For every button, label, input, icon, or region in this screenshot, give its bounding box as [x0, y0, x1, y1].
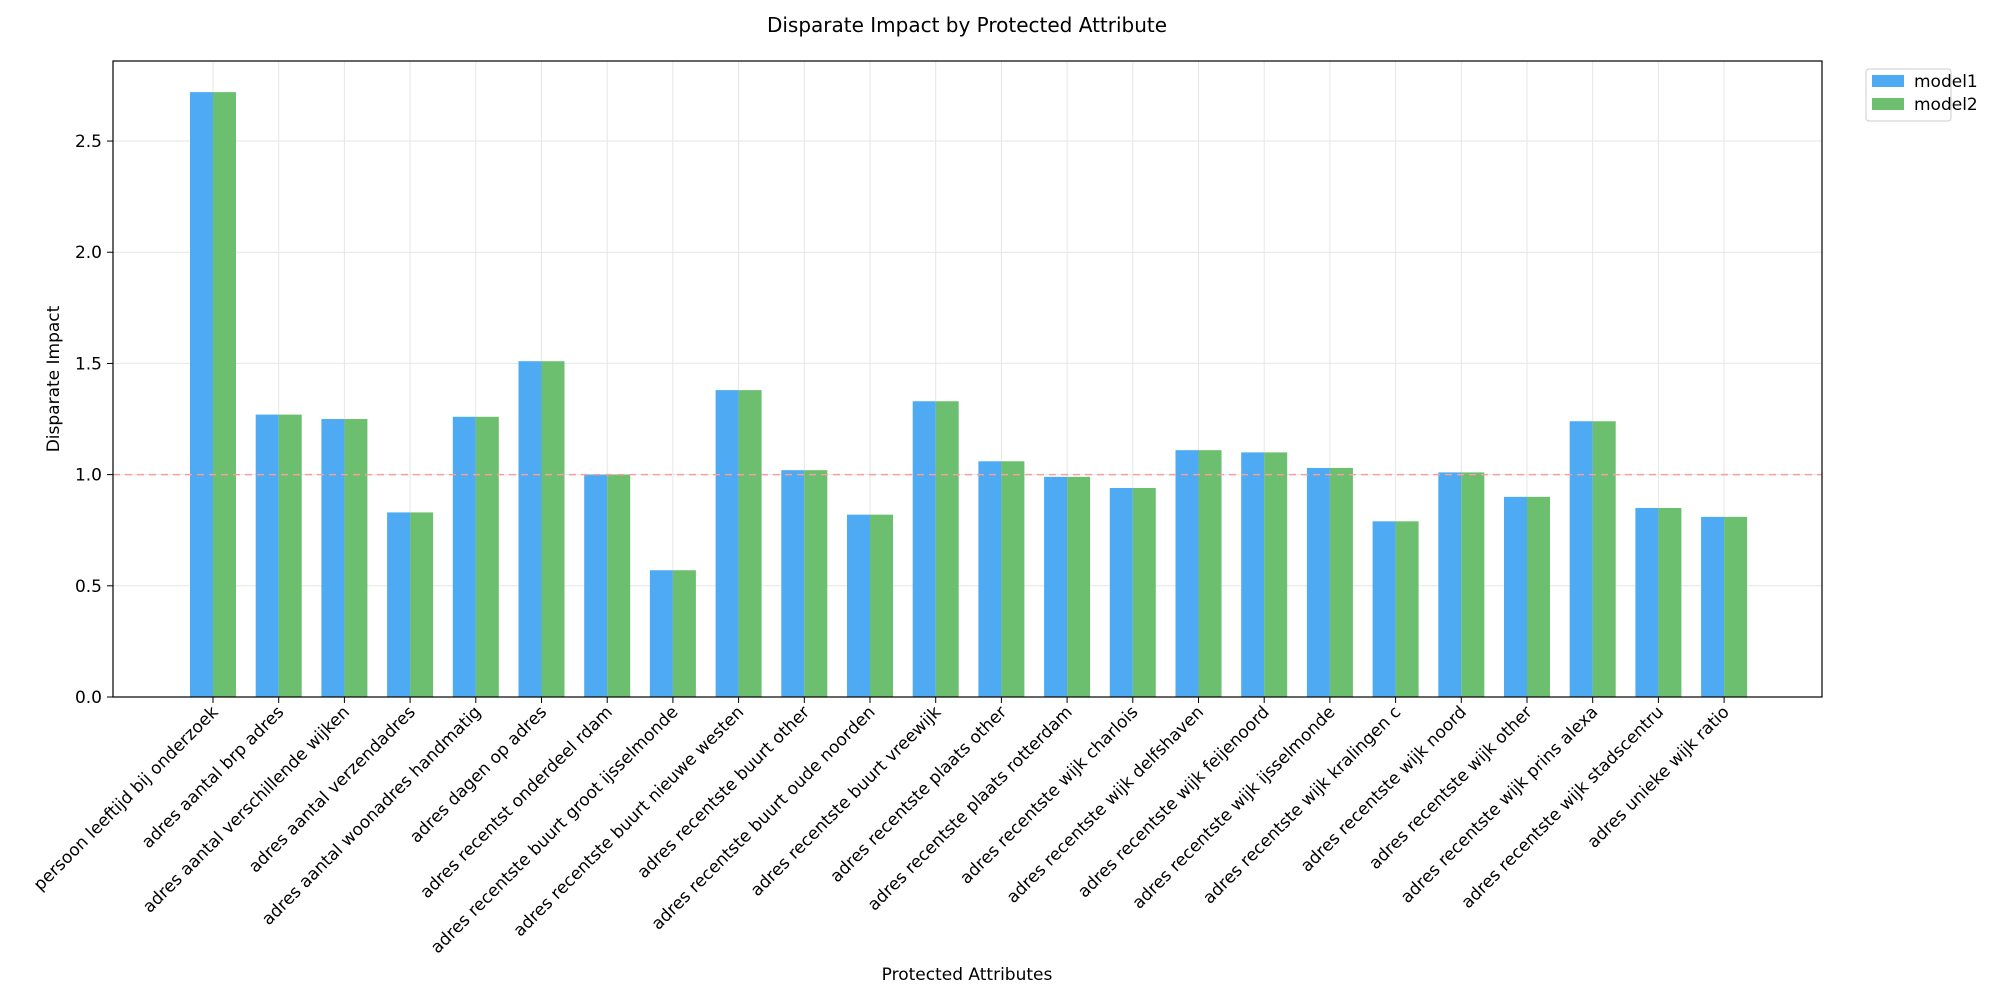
- x-axis-title: Protected Attributes: [882, 965, 1053, 985]
- bar-model2: [1658, 507, 1682, 697]
- bar-model2: [935, 401, 959, 697]
- bar-model2: [475, 416, 499, 697]
- bar-model1: [1241, 452, 1265, 697]
- y-tick-label: 0.0: [75, 688, 102, 708]
- bar-model1: [1109, 487, 1133, 697]
- bar-model1: [978, 461, 1002, 697]
- bar-model1: [1635, 507, 1659, 697]
- bar-model2: [1527, 496, 1550, 697]
- bar-model1: [1306, 467, 1330, 697]
- bar-model2: [344, 419, 368, 697]
- bar-model1: [1504, 496, 1527, 697]
- y-tick-label: 2.5: [75, 132, 102, 152]
- bar-model1: [255, 414, 279, 697]
- bar-model2: [213, 92, 236, 697]
- y-axis-title: Disparate Impact: [44, 305, 64, 452]
- bar-model2: [607, 474, 631, 697]
- x-tick-label: adres recentste buurt groot ijsselmonde: [427, 702, 682, 957]
- bar-model1: [190, 92, 213, 697]
- bar-model1: [715, 390, 739, 697]
- bar-model1: [452, 416, 476, 697]
- bar-model1: [387, 512, 411, 697]
- grid: [113, 61, 1822, 698]
- bar-model1: [649, 570, 673, 697]
- legend-swatch-model2: [1872, 98, 1904, 110]
- bar-model2: [804, 470, 828, 697]
- bar-model2: [1264, 452, 1288, 697]
- bar-model1: [1175, 450, 1199, 697]
- bar-model2: [738, 390, 762, 697]
- bar-model2: [1198, 450, 1222, 697]
- y-tick-label: 1.5: [75, 354, 102, 374]
- bar-model2: [870, 514, 893, 697]
- bar-model1: [1569, 421, 1593, 697]
- bar-model2: [1592, 421, 1616, 697]
- bar-model2: [541, 361, 565, 697]
- bar-model2: [672, 570, 696, 697]
- bar-model1: [321, 419, 345, 697]
- x-tick-label: adres recentste buurt nieuwe westen: [510, 702, 748, 940]
- legend-label-model2: model2: [1914, 95, 1978, 115]
- bar-model2: [1395, 521, 1419, 697]
- bar-model1: [912, 401, 936, 697]
- legend: model1 model2: [1865, 68, 1978, 122]
- bar-model2: [410, 512, 434, 697]
- bar-model1: [781, 470, 805, 697]
- bar-model2: [278, 414, 302, 697]
- bar-model1: [518, 361, 542, 697]
- bar-model2: [1461, 472, 1485, 697]
- y-axis: 0.0 0.5 1.0 1.5 2.0 2.5: [75, 132, 113, 708]
- bar-model1: [584, 474, 608, 697]
- bar-model1: [1438, 472, 1462, 697]
- bar-model1: [1044, 476, 1068, 697]
- bar-model1: [1372, 521, 1396, 697]
- legend-swatch-model1: [1872, 75, 1904, 87]
- bar-model1: [1701, 516, 1725, 697]
- bars: [190, 92, 1748, 697]
- bar-model2: [1724, 516, 1748, 697]
- y-tick-label: 2.0: [75, 243, 102, 263]
- bar-model2: [1001, 461, 1025, 697]
- bar-model2: [1329, 467, 1353, 697]
- bar-model1: [847, 514, 870, 697]
- chart-title: Disparate Impact by Protected Attribute: [767, 13, 1167, 37]
- plot-frame: [112, 60, 1823, 698]
- bar-model2: [1132, 487, 1156, 697]
- y-tick-label: 1.0: [75, 466, 102, 486]
- bar-model2: [1067, 476, 1091, 697]
- legend-label-model1: model1: [1914, 72, 1978, 92]
- y-tick-label: 0.5: [75, 577, 102, 597]
